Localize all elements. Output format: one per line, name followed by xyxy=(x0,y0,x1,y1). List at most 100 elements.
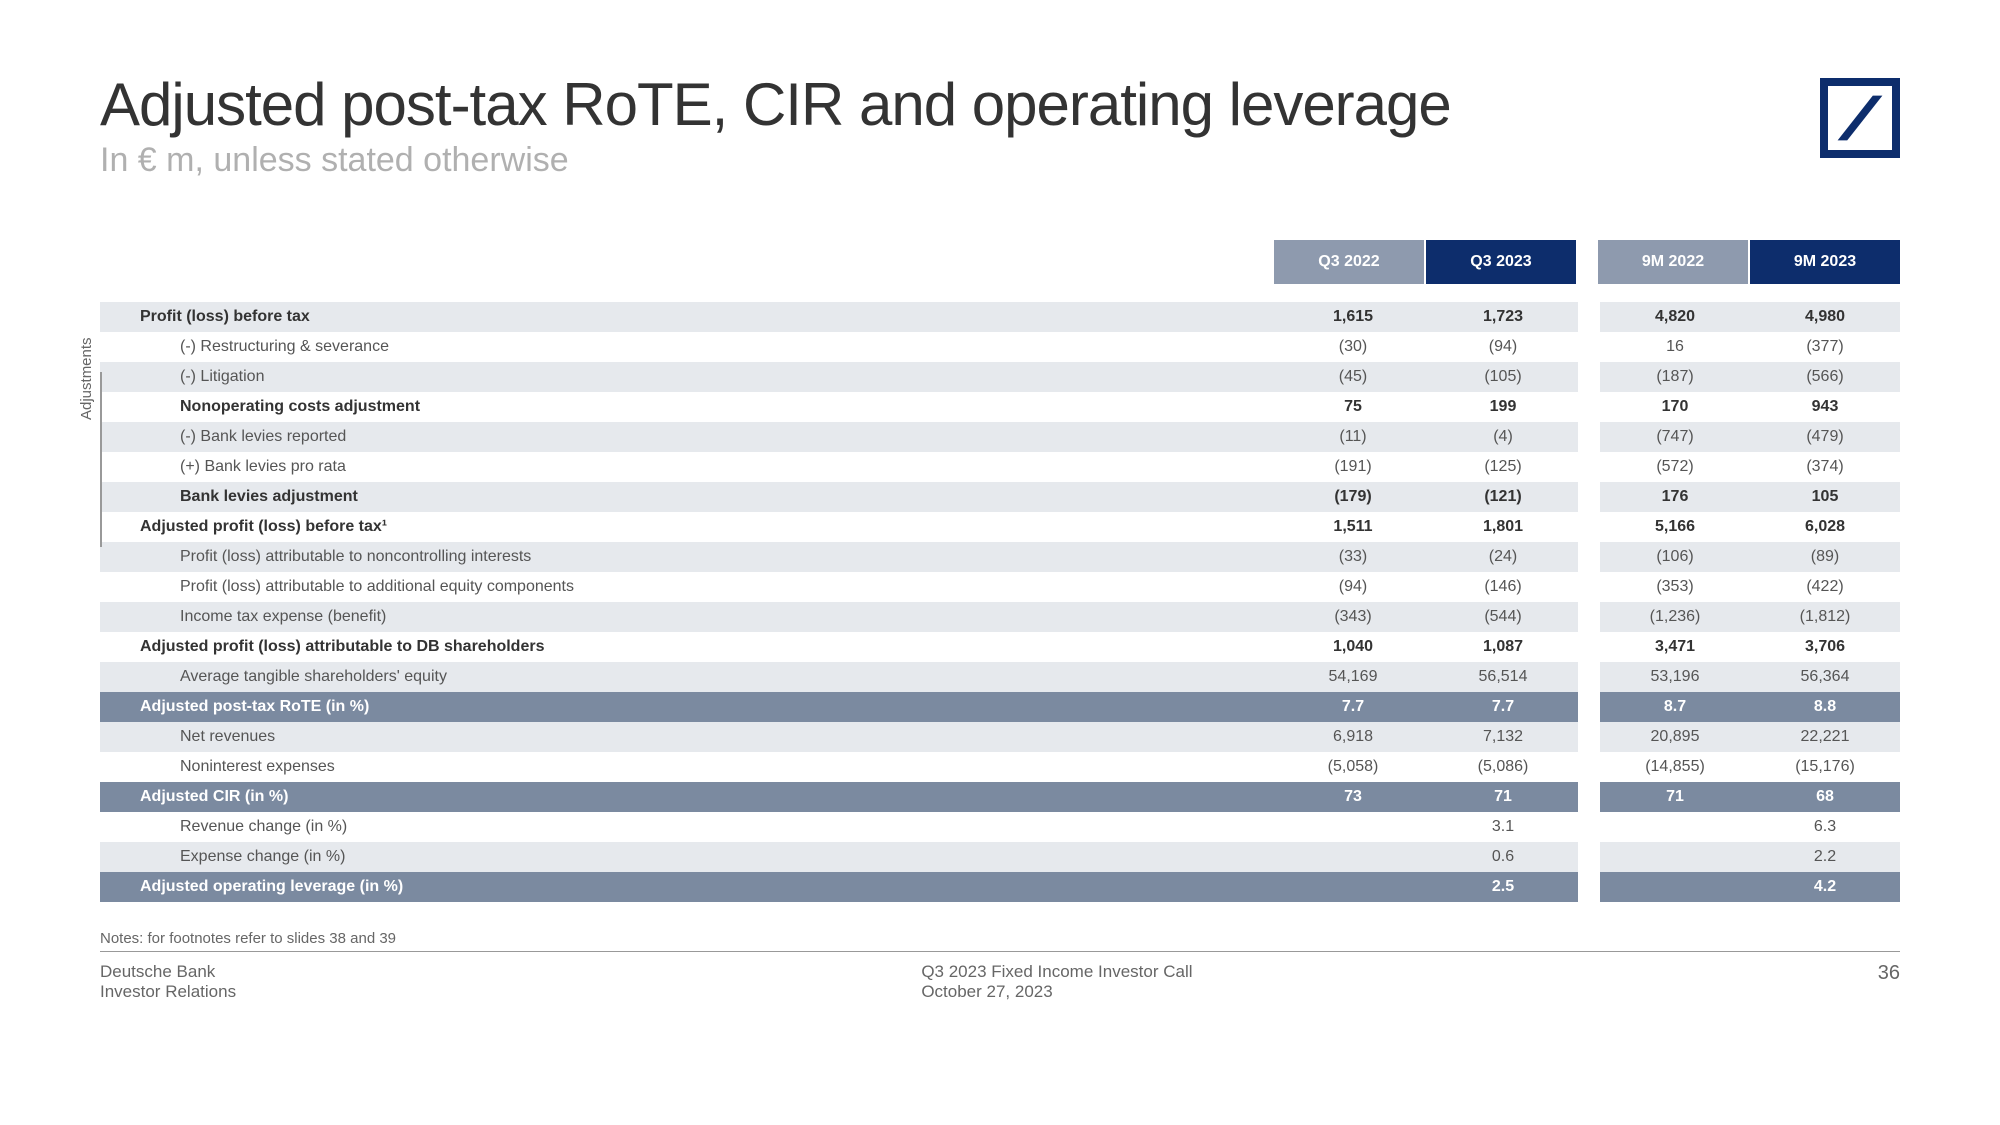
table-cell: (89) xyxy=(1750,542,1900,572)
table-cell: (1,812) xyxy=(1750,602,1900,632)
table-cell: (45) xyxy=(1278,362,1428,392)
table-cell: 73 xyxy=(1278,782,1428,812)
column-gap xyxy=(1578,662,1600,692)
footer-dept: Investor Relations xyxy=(100,982,236,1002)
table-cell: 105 xyxy=(1750,482,1900,512)
title-block: Adjusted post-tax RoTE, CIR and operatin… xyxy=(100,70,1820,180)
row-label: Profit (loss) attributable to additional… xyxy=(100,572,1278,602)
table-cell: 20,895 xyxy=(1600,722,1750,752)
table-cell: 2.2 xyxy=(1750,842,1900,872)
table-cell: 6.3 xyxy=(1750,812,1900,842)
table-body: Profit (loss) before tax1,6151,7234,8204… xyxy=(100,302,1900,902)
slide-header: Adjusted post-tax RoTE, CIR and operatin… xyxy=(100,70,1900,180)
table-row: Adjusted profit (loss) attributable to D… xyxy=(100,632,1900,662)
column-gap xyxy=(1578,632,1600,662)
table-cell: (105) xyxy=(1428,362,1578,392)
column-gap xyxy=(1578,722,1600,752)
column-gap xyxy=(1578,692,1600,722)
table-cell: 7.7 xyxy=(1428,692,1578,722)
table-cell: 2.5 xyxy=(1428,872,1578,902)
column-gap xyxy=(1578,332,1600,362)
column-gap xyxy=(1578,602,1600,632)
page-number: 36 xyxy=(1878,962,1900,1002)
footer-left: Deutsche Bank Investor Relations xyxy=(100,962,236,1002)
row-label: Net revenues xyxy=(100,722,1278,752)
slide-subtitle: In € m, unless stated otherwise xyxy=(100,141,1820,180)
table-cell: 943 xyxy=(1750,392,1900,422)
footer-event: Q3 2023 Fixed Income Investor Call xyxy=(921,962,1192,982)
table-row: (-) Restructuring & severance(30)(94)16(… xyxy=(100,332,1900,362)
table-cell: (566) xyxy=(1750,362,1900,392)
table-cell: 7,132 xyxy=(1428,722,1578,752)
table-cell: 3,706 xyxy=(1750,632,1900,662)
table-row: Profit (loss) before tax1,6151,7234,8204… xyxy=(100,302,1900,332)
table-row: Expense change (in %)0.62.2 xyxy=(100,842,1900,872)
row-label: (-) Litigation xyxy=(100,362,1278,392)
table-cell: (353) xyxy=(1600,572,1750,602)
table-row: Revenue change (in %)3.16.3 xyxy=(100,812,1900,842)
table-cell: (374) xyxy=(1750,452,1900,482)
footer-company: Deutsche Bank xyxy=(100,962,236,982)
column-gap xyxy=(1578,422,1600,452)
table-row: Income tax expense (benefit)(343)(544)(1… xyxy=(100,602,1900,632)
column-gap xyxy=(1578,572,1600,602)
table-cell: 1,723 xyxy=(1428,302,1578,332)
table-cell: 7.7 xyxy=(1278,692,1428,722)
table-cell: (572) xyxy=(1600,452,1750,482)
table-row: Average tangible shareholders' equity54,… xyxy=(100,662,1900,692)
table-cell: 1,087 xyxy=(1428,632,1578,662)
table-cell: 1,511 xyxy=(1278,512,1428,542)
row-label: (-) Bank levies reported xyxy=(100,422,1278,452)
row-label: Bank levies adjustment xyxy=(100,482,1278,512)
table-row: (-) Bank levies reported(11)(4)(747)(479… xyxy=(100,422,1900,452)
table-cell: 176 xyxy=(1600,482,1750,512)
column-gap xyxy=(1578,842,1600,872)
table-cell: (106) xyxy=(1600,542,1750,572)
table-cell: 199 xyxy=(1428,392,1578,422)
table-cell: 1,615 xyxy=(1278,302,1428,332)
table-row: Noninterest expenses(5,058)(5,086)(14,85… xyxy=(100,752,1900,782)
table-row: (+) Bank levies pro rata(191)(125)(572)(… xyxy=(100,452,1900,482)
table-cell: (14,855) xyxy=(1600,752,1750,782)
table-cell: (179) xyxy=(1278,482,1428,512)
column-gap xyxy=(1578,752,1600,782)
adjustments-side-label: Adjustments xyxy=(78,337,95,420)
table-row: Adjusted profit (loss) before tax¹1,5111… xyxy=(100,512,1900,542)
table-row: Adjusted post-tax RoTE (in %)7.77.78.78.… xyxy=(100,692,1900,722)
row-label: (-) Restructuring & severance xyxy=(100,332,1278,362)
row-label: (+) Bank levies pro rata xyxy=(100,452,1278,482)
table-row: Profit (loss) attributable to additional… xyxy=(100,572,1900,602)
table-cell: (30) xyxy=(1278,332,1428,362)
col-q3-2022: Q3 2022 xyxy=(1274,240,1424,284)
table-row: Nonoperating costs adjustment75199170943 xyxy=(100,392,1900,422)
table-cell: 56,514 xyxy=(1428,662,1578,692)
col-group-ytd: 9M 2022 9M 2023 xyxy=(1598,240,1900,284)
row-label: Revenue change (in %) xyxy=(100,812,1278,842)
table-cell: (191) xyxy=(1278,452,1428,482)
table-cell: (4) xyxy=(1428,422,1578,452)
col-9m-2023: 9M 2023 xyxy=(1750,240,1900,284)
footer-date: October 27, 2023 xyxy=(921,982,1192,1002)
column-gap xyxy=(1578,542,1600,572)
slide-title: Adjusted post-tax RoTE, CIR and operatin… xyxy=(100,70,1820,139)
row-label: Noninterest expenses xyxy=(100,752,1278,782)
table-cell: (5,086) xyxy=(1428,752,1578,782)
table-row: Profit (loss) attributable to noncontrol… xyxy=(100,542,1900,572)
table-row: Adjusted operating leverage (in %)2.54.2 xyxy=(100,872,1900,902)
db-logo xyxy=(1820,78,1900,158)
table-cell: (422) xyxy=(1750,572,1900,602)
table-cell: (11) xyxy=(1278,422,1428,452)
table-cell: 16 xyxy=(1600,332,1750,362)
table-cell: (544) xyxy=(1428,602,1578,632)
table-cell: (479) xyxy=(1750,422,1900,452)
table-cell: 1,040 xyxy=(1278,632,1428,662)
table-cell: 6,918 xyxy=(1278,722,1428,752)
row-label: Profit (loss) attributable to noncontrol… xyxy=(100,542,1278,572)
table-cell: (94) xyxy=(1428,332,1578,362)
table-cell: 4,980 xyxy=(1750,302,1900,332)
table-cell: 4,820 xyxy=(1600,302,1750,332)
row-label: Average tangible shareholders' equity xyxy=(100,662,1278,692)
table-cell: 170 xyxy=(1600,392,1750,422)
adjustments-bracket xyxy=(100,372,102,547)
row-label: Expense change (in %) xyxy=(100,842,1278,872)
